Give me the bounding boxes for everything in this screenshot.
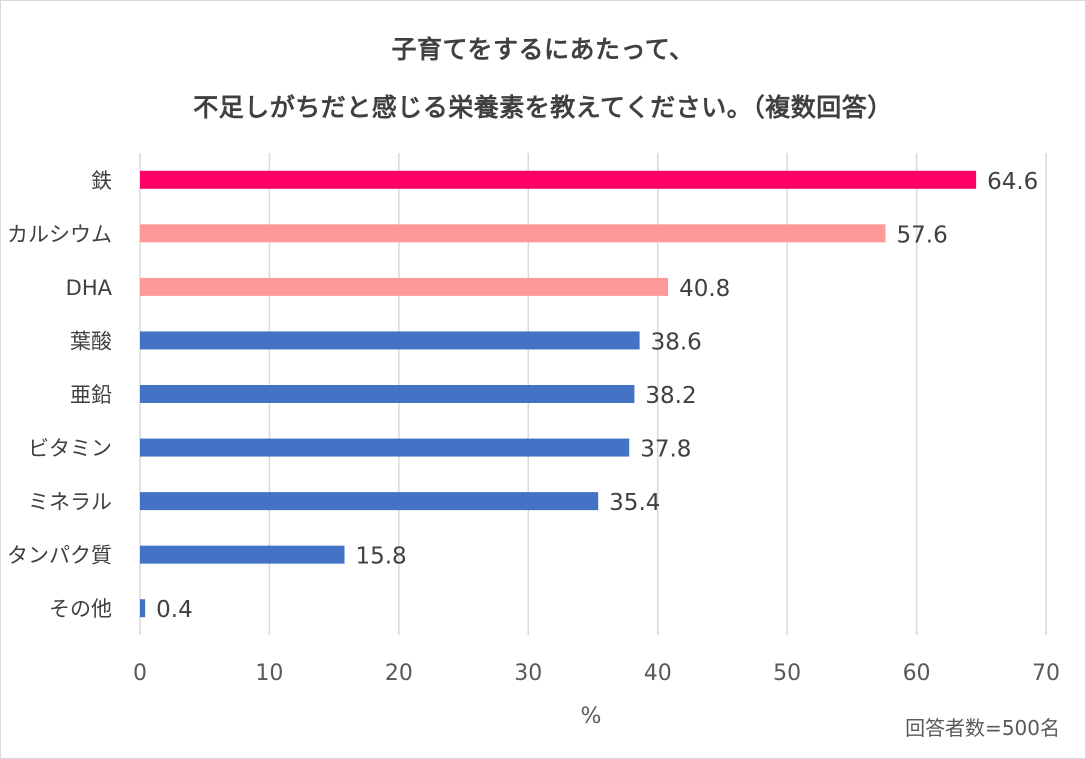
bar: [140, 385, 635, 403]
value-labels: 64.6 57.6 40.8 38.6 38.2 37.8 35.4 15.8 0.4: [156, 169, 1038, 623]
value-label: 38.2: [645, 383, 696, 409]
bar: [140, 331, 640, 350]
value-label: 40.8: [679, 276, 730, 302]
bar: [140, 492, 599, 511]
chart-title-line-2: 不足しがちだと感じる栄養素を教えてください。（複数回答）: [193, 93, 893, 122]
value-label: 35.4: [609, 490, 660, 516]
category-label: その他: [49, 597, 112, 621]
value-label: 0.4: [156, 597, 193, 623]
x-tick-label: 10: [255, 661, 283, 686]
x-tick-label: 50: [773, 661, 801, 686]
category-label: ミネラル: [28, 490, 112, 514]
x-tick-label: 60: [903, 661, 931, 686]
category-label: 葉酸: [70, 329, 112, 353]
bar: [140, 599, 146, 618]
category-label: 亜鉛: [70, 383, 112, 407]
x-tick-labels: 0 10 20 30 40 50 60 70: [133, 661, 1060, 686]
x-tick-label: 40: [644, 661, 672, 686]
category-label: タンパク質: [7, 544, 112, 568]
category-label: DHA: [66, 276, 113, 300]
x-tick-label: 70: [1032, 661, 1060, 686]
category-label: ビタミン: [28, 437, 112, 461]
value-label: 57.6: [897, 222, 948, 248]
bar: [140, 277, 669, 296]
value-label: 37.8: [640, 437, 691, 463]
bar: [140, 438, 630, 457]
category-label: 鉄: [91, 169, 112, 193]
chart-title-line-1: 子育てをするにあたって、: [391, 35, 695, 64]
bar: [140, 224, 886, 243]
x-axis-label: %: [581, 704, 602, 729]
value-label: 38.6: [651, 329, 702, 355]
x-tick-label: 0: [133, 661, 147, 686]
bars: [140, 170, 977, 618]
x-tick-label: 30: [514, 661, 542, 686]
respondent-count-note: 回答者数=500名: [905, 716, 1060, 740]
bar: [140, 170, 977, 189]
category-label: カルシウム: [7, 222, 112, 246]
value-label: 64.6: [987, 169, 1038, 195]
x-tick-label: 20: [385, 661, 413, 686]
bar: [140, 545, 345, 564]
value-label: 15.8: [355, 544, 406, 570]
